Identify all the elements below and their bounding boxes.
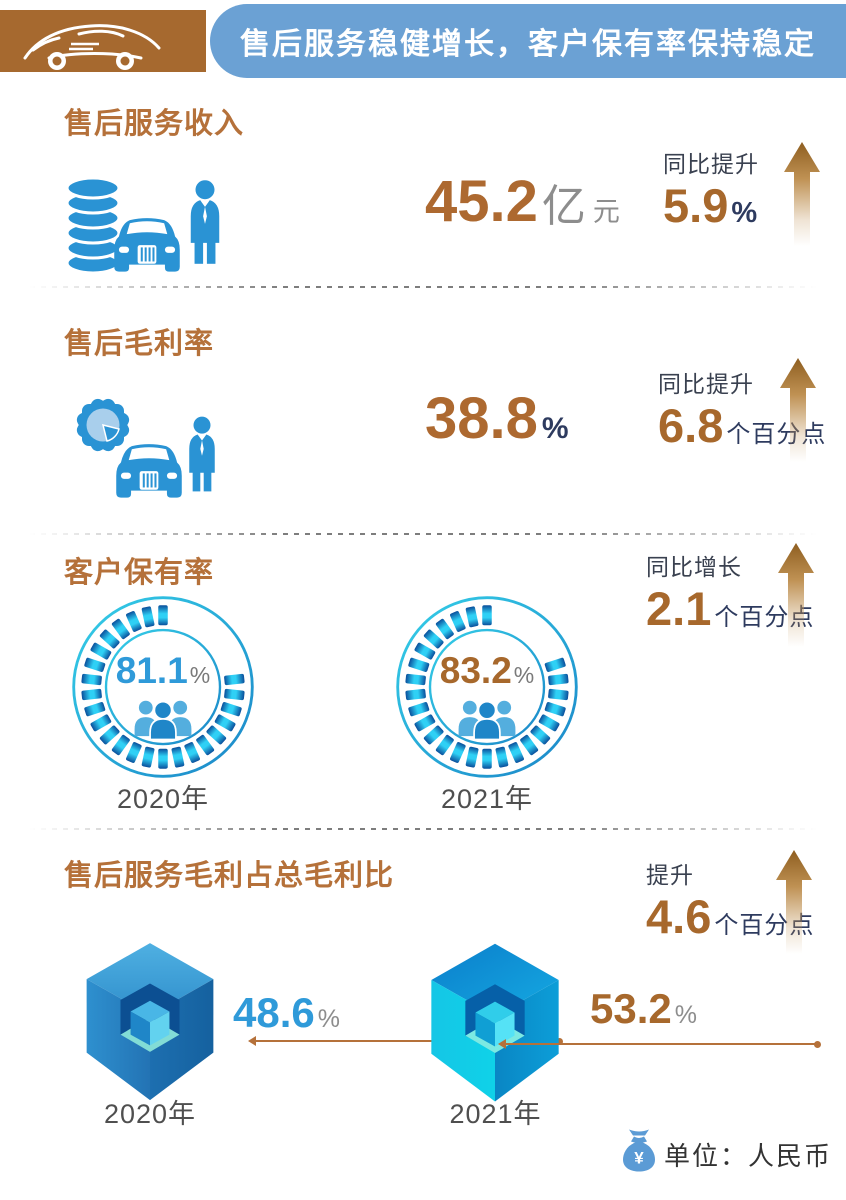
up-arrow-icon <box>784 142 820 246</box>
people-group-icon <box>458 700 516 740</box>
margin-value-group: 38.8 % <box>425 390 569 448</box>
section-divider <box>30 533 816 535</box>
retention-change-value: 2.1 <box>646 582 712 635</box>
revenue-change-value: 5.9 <box>663 179 729 232</box>
donut-unit: % <box>189 662 211 688</box>
cube-value-group-2021: 53.2 % <box>590 988 697 1030</box>
retention-donut-2020: 81.1 % <box>68 592 258 782</box>
cube-unit: % <box>317 1005 340 1033</box>
cube-value-group-2020: 48.6 % <box>233 992 340 1034</box>
up-arrow-icon <box>776 850 812 954</box>
section-title-revenue: 售后服务收入 <box>64 108 245 140</box>
donut-ring-chart <box>396 596 578 778</box>
header-banner: 售后服务稳健增长，客户保有率保持稳定 <box>210 4 846 78</box>
cube-year-2020: 2020年 <box>103 1099 197 1129</box>
leader-line <box>248 1036 563 1046</box>
up-arrow-icon <box>780 358 816 462</box>
revenue-change-unit: % <box>731 197 759 229</box>
revenue-value-group: 45.2 亿 元 <box>425 170 620 234</box>
retention-change-label: 同比增长 <box>646 554 742 580</box>
profit-share-change-label: 提升 <box>646 862 694 888</box>
money-bag-icon: ¥ <box>623 1129 655 1172</box>
revenue-change-label: 同比提升 <box>663 151 759 177</box>
donut-year-2020: 2020年 <box>116 784 210 814</box>
donut-ring-chart <box>72 596 254 778</box>
donut-value-group: 83.2 % <box>392 652 582 689</box>
cube-icon-2021 <box>431 943 559 1102</box>
donut-value: 81.1 <box>115 650 188 691</box>
revenue-unit-yuan: 元 <box>592 197 620 227</box>
gear-pie-car-person-icon <box>76 398 215 498</box>
sports-car-icon <box>23 24 161 70</box>
cube-year-2021: 2021年 <box>449 1099 542 1129</box>
revenue-unit-yi: 亿 <box>541 182 586 231</box>
margin-change-label: 同比提升 <box>658 371 754 397</box>
page-title: 售后服务稳健增长，客户保有率保持稳定 <box>240 28 816 61</box>
people-group-icon <box>134 700 192 740</box>
header-logo-block <box>0 10 206 72</box>
margin-change-value: 6.8 <box>658 399 724 452</box>
margin-change-block: 同比提升 6.8 个百分点 <box>658 365 826 450</box>
section-title-margin: 售后毛利率 <box>64 328 215 360</box>
margin-unit: % <box>541 412 569 445</box>
cube-value: 53.2 <box>590 985 672 1032</box>
cube-unit: % <box>674 1001 697 1029</box>
section-divider <box>30 828 816 830</box>
leader-line <box>498 1039 821 1049</box>
svg-text:¥: ¥ <box>634 1149 644 1168</box>
revenue-change-block: 同比提升 5.9 % <box>663 145 759 230</box>
donut-unit: % <box>513 662 535 688</box>
section-title-retention: 客户保有率 <box>64 557 215 589</box>
donut-value: 83.2 <box>439 650 512 691</box>
donut-value-group: 81.1 % <box>68 652 258 689</box>
section-divider <box>30 286 816 288</box>
margin-change-unit: 个百分点 <box>726 421 827 448</box>
retention-donut-2021: 83.2 % <box>392 592 582 782</box>
cube-icon-2020 <box>86 943 214 1101</box>
section-title-profit-share: 售后服务毛利占总毛利比 <box>64 860 395 892</box>
currency-unit-label: 单位：人民币 <box>664 1141 833 1171</box>
cube-value: 48.6 <box>233 989 315 1036</box>
margin-value: 38.8 <box>425 386 538 451</box>
profit-share-change-value: 4.6 <box>646 890 712 943</box>
coins-car-person-icon <box>66 176 220 275</box>
up-arrow-icon <box>778 543 814 647</box>
revenue-value: 45.2 <box>425 169 538 234</box>
donut-year-2021: 2021年 <box>440 784 534 814</box>
